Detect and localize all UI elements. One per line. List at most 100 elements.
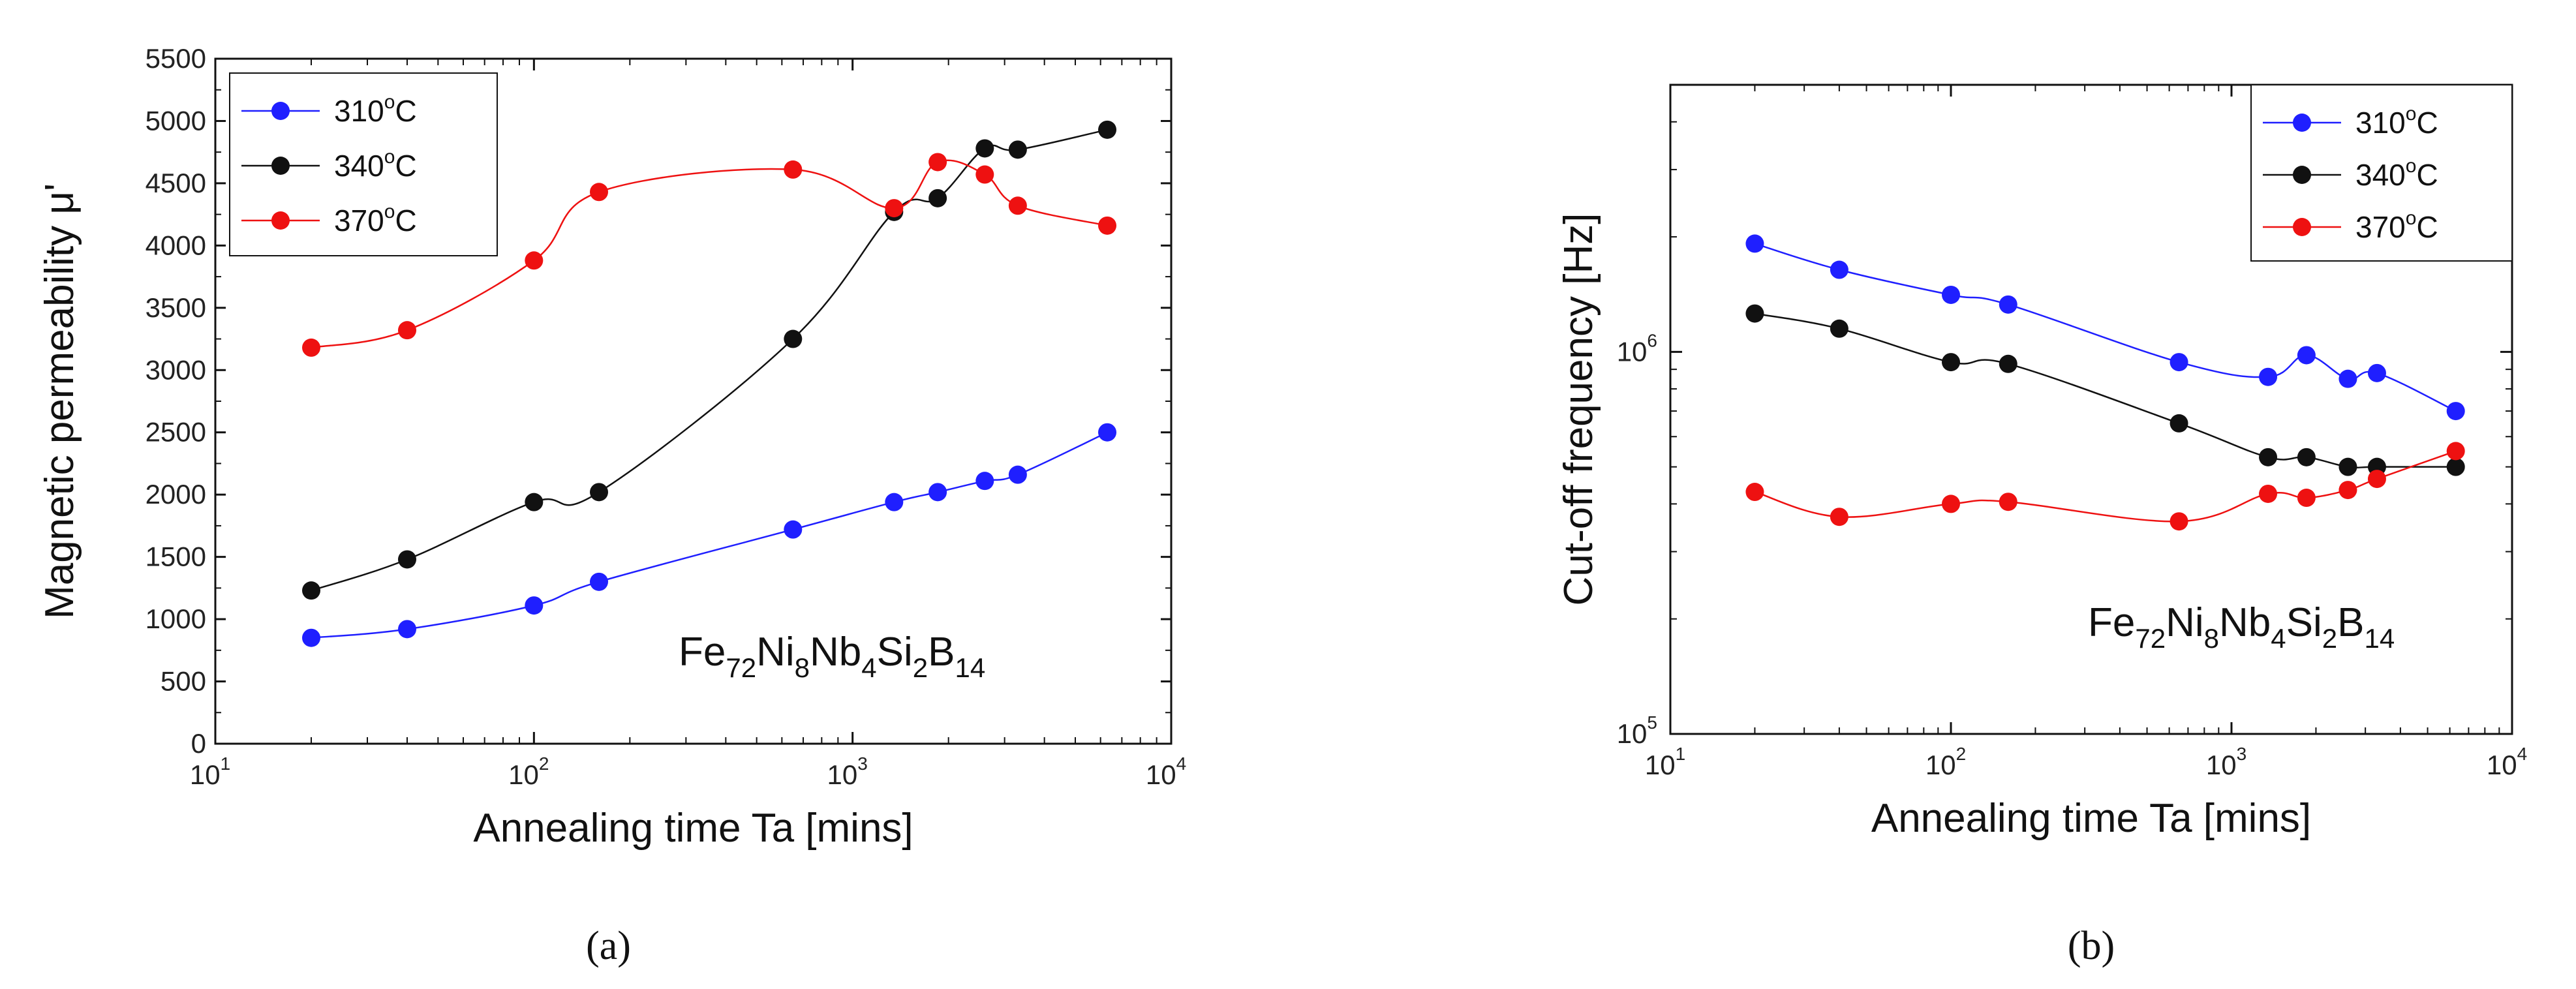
composition-element: Fe [2088,600,2135,645]
data-point-370 [590,183,609,202]
legend-degree: o [2406,155,2417,177]
data-point-310 [1098,423,1117,442]
data-point-310 [885,493,904,511]
data-point-340 [1942,353,1960,372]
data-point-370 [1745,483,1764,502]
data-point-310 [1999,295,2017,314]
x-tick-label: 103 [827,753,868,790]
data-point-370 [2367,470,2386,489]
legend-label-310: 310oC [334,91,417,128]
composition-element: Si [2286,600,2322,645]
data-point-310 [302,628,321,647]
x-tick-label: 103 [2206,744,2246,780]
composition-element: B [2337,600,2364,645]
data-point-340 [2338,457,2357,476]
legend-unit: C [2416,106,2438,140]
legend-unit: C [2416,210,2438,244]
data-point-370 [1830,508,1848,526]
x-tick-base: 10 [1645,750,1676,780]
data-point-340 [1830,319,1848,338]
data-point-340 [928,189,947,207]
data-point-340 [302,581,321,600]
composition-subscript: 4 [861,652,876,683]
legend-unit: C [2416,158,2438,192]
composition-subscript: 4 [2271,623,2286,654]
data-point-310 [590,572,609,591]
y-tick-label: 3000 [146,354,206,385]
legend-temp: 310 [334,94,384,128]
composition-subscript: 14 [955,652,985,683]
y-tick-label: 500 [161,666,206,697]
x-tick-exponent: 3 [857,753,868,774]
legend-degree: o [384,146,395,168]
composition-subscript: 8 [2204,623,2219,654]
x-tick-exponent: 2 [1956,744,1967,764]
composition-subscript: 8 [795,652,810,683]
legend-marker-370 [271,211,290,230]
composition-element: B [928,630,955,675]
data-point-340 [1745,304,1764,323]
legend-temp: 310 [2355,106,2406,140]
x-tick-base: 10 [1925,750,1956,780]
data-point-370 [885,199,904,218]
composition-label: Fe72Ni8Nb4Si2B14 [679,630,985,683]
series-line-340 [1755,312,2456,469]
y-tick-label: 5500 [146,43,206,74]
legend-unit: C [395,94,416,128]
y-tick-label: 1500 [146,541,206,572]
composition-subscript: 72 [2135,623,2166,654]
composition-element: Ni [2166,600,2204,645]
data-point-340 [525,493,544,511]
data-point-370 [1008,196,1027,215]
data-point-370 [784,160,803,179]
legend-label-340: 340oC [2355,155,2438,192]
data-point-310 [525,596,544,615]
data-point-310 [784,520,803,539]
legend-unit: C [395,149,416,183]
data-point-310 [2170,353,2188,372]
x-tick-label: 104 [1146,753,1186,790]
data-point-340 [590,483,609,502]
x-tick-base: 10 [827,759,858,790]
legend-marker-310 [2293,114,2311,132]
legend-degree: o [384,201,395,222]
legend-marker-340 [2293,166,2311,184]
x-tick-exponent: 4 [2517,744,2528,764]
plot-frame [1669,84,2513,735]
data-point-310 [398,620,417,639]
x-tick-exponent: 1 [221,753,231,774]
composition-subscript: 2 [913,652,928,683]
x-tick-label: 101 [190,753,230,790]
data-point-340 [1999,354,2017,373]
y-tick-label: 106 [1617,330,1657,367]
composition-element: Fe [679,630,726,675]
legend-label-340: 340oC [334,146,417,183]
legend-marker-310 [271,102,290,120]
data-point-370 [2170,512,2188,531]
data-point-310 [928,483,947,502]
data-point-310 [975,472,994,491]
data-point-310 [2446,402,2465,421]
y-tick-label: 2500 [146,417,206,448]
data-point-370 [975,165,994,184]
y-tick-label: 4500 [146,168,206,198]
composition-subscript: 2 [2322,623,2337,654]
data-point-310 [2259,367,2278,386]
data-point-340 [2170,414,2188,433]
data-point-370 [1942,494,1960,513]
data-point-310 [2367,363,2386,382]
data-point-340 [784,329,803,348]
y-axis-label: Cut-off frequency [Hz] [1556,213,1601,606]
y-tick-label: 5000 [146,105,206,136]
legend-temp: 340 [2355,158,2406,192]
y-axis-label: Magnetic permeability μ' [37,183,82,619]
x-tick-label: 101 [1645,744,1685,780]
legend-temp: 370 [2355,210,2406,244]
legend-degree: o [384,91,395,113]
composition-label: Fe72Ni8Nb4Si2B14 [2088,600,2395,654]
x-tick-exponent: 2 [539,753,549,774]
data-point-340 [1098,120,1117,139]
data-point-370 [525,251,544,270]
composition-element: Nb [2219,600,2271,645]
